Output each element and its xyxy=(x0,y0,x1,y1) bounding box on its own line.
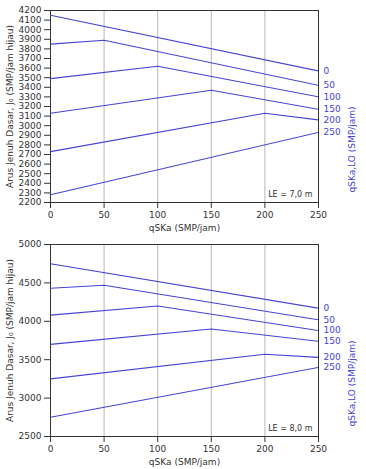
svg-text:200: 200 xyxy=(324,115,341,125)
svg-text:150: 150 xyxy=(203,444,220,454)
svg-text:4000: 4000 xyxy=(19,316,42,326)
svg-text:3900: 3900 xyxy=(19,34,42,44)
svg-text:3300: 3300 xyxy=(19,92,42,102)
svg-text:50: 50 xyxy=(324,80,336,90)
svg-text:3700: 3700 xyxy=(19,53,42,63)
svg-text:250: 250 xyxy=(324,127,341,137)
svg-text:qSKa,LO (SMP/jam): qSKa,LO (SMP/jam) xyxy=(347,107,357,193)
svg-text:100: 100 xyxy=(324,92,341,102)
svg-text:2900: 2900 xyxy=(19,130,42,140)
svg-text:3800: 3800 xyxy=(19,44,42,54)
svg-text:5000: 5000 xyxy=(19,239,42,249)
svg-text:4500: 4500 xyxy=(19,278,42,288)
svg-text:250: 250 xyxy=(310,210,327,220)
svg-text:2500: 2500 xyxy=(19,431,42,441)
svg-text:3100: 3100 xyxy=(19,111,42,121)
svg-text:2300: 2300 xyxy=(19,188,42,198)
svg-text:3600: 3600 xyxy=(19,63,42,73)
svg-text:4000: 4000 xyxy=(19,25,42,35)
svg-text:250: 250 xyxy=(324,362,341,372)
svg-text:qSKa (SMP/jam): qSKa (SMP/jam) xyxy=(149,223,220,233)
svg-text:200: 200 xyxy=(256,444,273,454)
svg-text:3400: 3400 xyxy=(19,82,42,92)
svg-text:Arus Jenuh Dasar, J₀ (SMP/jam: Arus Jenuh Dasar, J₀ (SMP/jam hijau) xyxy=(5,259,15,422)
svg-text:50: 50 xyxy=(98,210,110,220)
svg-text:2800: 2800 xyxy=(19,140,42,150)
svg-text:2500: 2500 xyxy=(19,169,42,179)
svg-text:3200: 3200 xyxy=(19,101,42,111)
svg-text:150: 150 xyxy=(203,210,220,220)
svg-text:50: 50 xyxy=(98,444,110,454)
svg-text:0: 0 xyxy=(324,66,330,76)
svg-text:200: 200 xyxy=(324,352,341,362)
svg-text:2600: 2600 xyxy=(19,159,42,169)
svg-text:100: 100 xyxy=(149,444,166,454)
svg-text:50: 50 xyxy=(324,315,336,325)
svg-text:250: 250 xyxy=(310,444,327,454)
svg-text:4200: 4200 xyxy=(19,5,42,15)
svg-text:0: 0 xyxy=(48,444,54,454)
svg-text:3500: 3500 xyxy=(19,73,42,83)
svg-text:LE = 7,0 m: LE = 7,0 m xyxy=(268,190,313,199)
svg-text:100: 100 xyxy=(324,325,341,335)
svg-text:0: 0 xyxy=(48,210,54,220)
svg-text:200: 200 xyxy=(256,210,273,220)
svg-text:LE = 8,0 m: LE = 8,0 m xyxy=(268,424,313,433)
svg-text:2400: 2400 xyxy=(19,178,42,188)
svg-text:2200: 2200 xyxy=(19,197,42,207)
svg-text:150: 150 xyxy=(324,336,341,346)
svg-text:qSKa,LO (SMP/jam): qSKa,LO (SMP/jam) xyxy=(347,341,357,427)
svg-text:3000: 3000 xyxy=(19,393,42,403)
svg-text:2700: 2700 xyxy=(19,149,42,159)
svg-text:4100: 4100 xyxy=(19,15,42,25)
svg-text:0: 0 xyxy=(324,303,330,313)
svg-text:3500: 3500 xyxy=(19,355,42,365)
svg-text:qSKa (SMP/jam): qSKa (SMP/jam) xyxy=(149,457,220,467)
svg-text:3000: 3000 xyxy=(19,121,42,131)
svg-text:Arus Jenuh Dasar, J₀ (SMP/jam: Arus Jenuh Dasar, J₀ (SMP/jam hijau) xyxy=(5,25,15,188)
svg-text:150: 150 xyxy=(324,104,341,114)
svg-text:100: 100 xyxy=(149,210,166,220)
